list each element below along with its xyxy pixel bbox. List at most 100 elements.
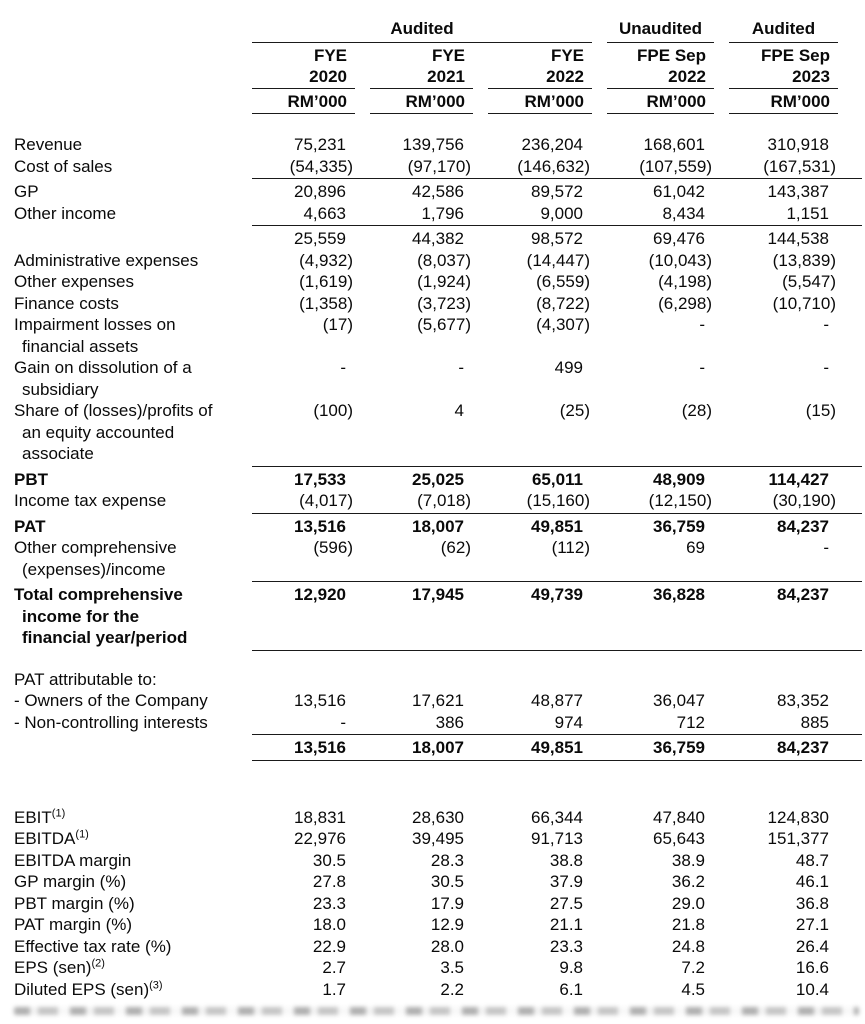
row-label: Other income bbox=[14, 203, 252, 225]
row-label-line: Cost of sales bbox=[14, 156, 113, 176]
header-spacer bbox=[14, 91, 252, 114]
row-value-fpe-sep-2022: (4,198) bbox=[658, 272, 712, 291]
row-value-fye-2020: (100) bbox=[313, 401, 353, 420]
row-value-fpe-sep-2022: 7.2 bbox=[681, 958, 705, 977]
row-label: Share of (losses)/profits of an equity ac… bbox=[14, 400, 252, 465]
row-value-fye-2021: 25,025 bbox=[412, 469, 464, 489]
row-value-fpe-sep-2022: 61,042 bbox=[653, 182, 705, 201]
horizontal-rule bbox=[252, 465, 862, 467]
row-value-fye-2022: (112) bbox=[551, 538, 590, 557]
row-value-fye-2020: 2.7 bbox=[322, 958, 346, 977]
row-label: - Owners of the Company bbox=[14, 690, 252, 712]
row-value-fye-2022: 65,011 bbox=[531, 469, 583, 489]
row-value-fpe-sep-2023: 16.6 bbox=[795, 958, 829, 977]
row-value-fye-2021: 139,756 bbox=[402, 135, 464, 154]
row-label: Impairment losses on financial assets bbox=[14, 314, 252, 357]
row-label-line: EBITDA(1) bbox=[14, 828, 89, 848]
row-value-fye-2022: 974 bbox=[554, 712, 583, 732]
table-row: GP 20,896 42,586 89,572 61,042 143,387 bbox=[14, 181, 865, 203]
row-value-fpe-sep-2023: 84,237 bbox=[777, 516, 829, 536]
row-label: Diluted EPS (sen)(3) bbox=[14, 979, 252, 1001]
table-row: Effective tax rate (%) 22.9 28.0 23.3 24… bbox=[14, 936, 865, 958]
row-value-fpe-sep-2022: (12,150) bbox=[648, 491, 712, 510]
column-header-fpe-sep-2022: FPE Sep 2022 bbox=[607, 45, 714, 89]
row-value-fpe-sep-2023: 1,151 bbox=[786, 203, 829, 223]
row-value-fye-2022: (146,632) bbox=[517, 156, 590, 176]
row-label-line: PAT attributable to: bbox=[14, 669, 157, 689]
row-label-line: associate bbox=[22, 444, 94, 463]
row-value-fye-2022: 98,572 bbox=[531, 229, 583, 248]
row-label-line: financial assets bbox=[22, 336, 139, 356]
row-value-fpe-sep-2022: 168,601 bbox=[643, 135, 705, 154]
row-value-fye-2022: 89,572 bbox=[531, 182, 583, 201]
row-label: EPS (sen)(2) bbox=[14, 957, 252, 979]
group-header-label: Unaudited bbox=[618, 19, 703, 38]
column-year: 2023 bbox=[792, 67, 830, 86]
row-value-fye-2021: 386 bbox=[435, 712, 464, 732]
row-value-fye-2021: 18,007 bbox=[412, 738, 464, 757]
row-value-fye-2020: 23.3 bbox=[312, 893, 346, 913]
table-row: - Non-controlling interests - 386 974 71… bbox=[14, 712, 865, 734]
row-label: Finance costs bbox=[14, 293, 252, 315]
column-year: 2020 bbox=[309, 67, 347, 86]
row-value-fye-2020: 17,533 bbox=[294, 469, 346, 489]
row-value-fpe-sep-2023: 885 bbox=[800, 712, 829, 732]
row-value-fye-2022: 49,851 bbox=[531, 738, 583, 757]
row-value-fye-2022: (25) bbox=[559, 401, 590, 420]
row-value-fpe-sep-2023: (13,839) bbox=[772, 250, 836, 270]
row-value-fye-2022: (14,447) bbox=[526, 250, 590, 270]
row-value-fpe-sep-2023: 310,918 bbox=[767, 135, 829, 154]
row-value-fye-2021: 42,586 bbox=[412, 182, 464, 201]
row-value-fye-2021: (7,018) bbox=[417, 491, 471, 510]
row-value-fpe-sep-2022: 712 bbox=[676, 712, 705, 732]
row-value-fye-2021: 17,945 bbox=[412, 585, 464, 604]
row-value-fpe-sep-2022: - bbox=[699, 315, 705, 334]
table-row: Finance costs (1,358) (3,723) (8,722) (6… bbox=[14, 293, 865, 315]
table-row: EBITDA(1) 22,976 39,495 91,713 65,643 15… bbox=[14, 828, 865, 850]
row-label: PBT margin (%) bbox=[14, 893, 252, 915]
row-value-fpe-sep-2023: 143,387 bbox=[767, 182, 829, 201]
footnote-ref: (1) bbox=[51, 806, 66, 819]
unit-header-row: RM’000 RM’000 RM’000 RM’000 RM’000 bbox=[14, 91, 865, 114]
row-value-fpe-sep-2022: (107,559) bbox=[639, 156, 712, 176]
row-value-fpe-sep-2022: 48,909 bbox=[653, 469, 705, 489]
row-value-fye-2021: 28.3 bbox=[430, 850, 464, 870]
group-header-label: Audited bbox=[751, 19, 816, 38]
row-value-fye-2020: (17) bbox=[322, 315, 353, 334]
table-row: Income tax expense (4,017) (7,018) (15,1… bbox=[14, 490, 865, 512]
row-value-fye-2022: 49,851 bbox=[531, 516, 583, 536]
period-header-row: FYE 2020 FYE 2021 FYE 2022 FPE Sep 2022 … bbox=[14, 45, 865, 89]
row-value-fpe-sep-2022: 8,434 bbox=[662, 203, 705, 223]
row-value-fpe-sep-2023: 46.1 bbox=[795, 872, 829, 891]
table-row: Other income 4,663 1,796 9,000 8,434 1,1… bbox=[14, 203, 865, 225]
column-year: 2021 bbox=[427, 67, 465, 86]
row-label-line: Impairment losses on bbox=[14, 315, 176, 334]
row-value-fye-2022: 23.3 bbox=[549, 936, 583, 956]
column-header-fye-2022: FYE 2022 bbox=[488, 45, 592, 89]
row-value-fpe-sep-2023: - bbox=[823, 538, 829, 557]
table-row: Diluted EPS (sen)(3) 1.7 2.2 6.1 4.5 10.… bbox=[14, 979, 865, 1001]
table-row: Impairment losses on financial assets (17… bbox=[14, 314, 865, 357]
row-value-fye-2020: 30.5 bbox=[312, 850, 346, 870]
unit-header: RM’000 bbox=[729, 91, 838, 114]
row-value-fpe-sep-2023: 144,538 bbox=[767, 229, 829, 248]
table-row: Share of (losses)/profits of an equity ac… bbox=[14, 400, 865, 465]
column-period: FPE Sep bbox=[637, 46, 706, 65]
row-label: PBT bbox=[14, 469, 252, 491]
table-row: PAT margin (%) 18.0 12.9 21.1 21.8 27.1 bbox=[14, 914, 865, 936]
row-value-fye-2020: (596) bbox=[313, 538, 353, 557]
row-value-fpe-sep-2022: 65,643 bbox=[653, 829, 705, 848]
horizontal-rule bbox=[252, 649, 862, 651]
row-value-fpe-sep-2022: 36,759 bbox=[653, 738, 705, 757]
table-row: 25,559 44,382 98,572 69,476 144,538 bbox=[14, 228, 865, 250]
row-value-fpe-sep-2023: 84,237 bbox=[777, 585, 829, 604]
group-header-audited-fye: Audited bbox=[252, 18, 592, 43]
row-label-line: Finance costs bbox=[14, 293, 119, 313]
row-label: PAT margin (%) bbox=[14, 914, 252, 936]
row-value-fpe-sep-2023: 151,377 bbox=[767, 829, 829, 848]
row-value-fye-2022: 236,204 bbox=[521, 135, 583, 154]
row-label: EBITDA(1) bbox=[14, 828, 252, 850]
table-row: GP margin (%) 27.8 30.5 37.9 36.2 46.1 bbox=[14, 871, 865, 893]
row-value-fye-2021: (5,677) bbox=[417, 315, 471, 334]
